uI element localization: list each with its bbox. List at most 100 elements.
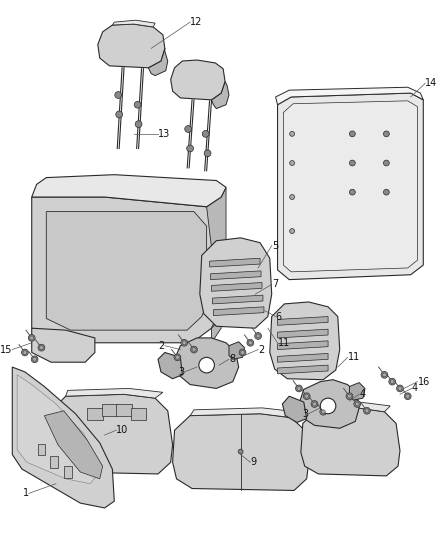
- Circle shape: [192, 348, 196, 352]
- Text: 13: 13: [158, 129, 170, 139]
- Polygon shape: [175, 338, 239, 389]
- Text: 8: 8: [229, 354, 235, 364]
- Text: 9: 9: [251, 457, 257, 467]
- Circle shape: [313, 402, 316, 406]
- Polygon shape: [278, 365, 328, 374]
- Circle shape: [381, 372, 388, 378]
- Circle shape: [204, 150, 211, 157]
- Circle shape: [182, 341, 186, 345]
- Polygon shape: [301, 408, 400, 476]
- Polygon shape: [98, 24, 165, 68]
- Text: 6: 6: [276, 312, 282, 321]
- Polygon shape: [283, 396, 307, 423]
- Circle shape: [202, 131, 209, 138]
- Circle shape: [115, 92, 122, 99]
- Circle shape: [297, 386, 301, 390]
- Circle shape: [187, 145, 194, 152]
- Polygon shape: [212, 295, 263, 304]
- Circle shape: [39, 346, 43, 350]
- Circle shape: [255, 333, 261, 340]
- Circle shape: [174, 354, 181, 361]
- Polygon shape: [48, 394, 173, 474]
- Polygon shape: [190, 408, 297, 417]
- Text: 3: 3: [178, 367, 184, 377]
- Circle shape: [290, 132, 294, 136]
- Polygon shape: [276, 87, 423, 104]
- Polygon shape: [278, 329, 328, 338]
- Circle shape: [33, 357, 37, 361]
- Polygon shape: [211, 271, 261, 280]
- Circle shape: [383, 160, 389, 166]
- Text: 12: 12: [190, 17, 202, 27]
- Circle shape: [365, 409, 369, 413]
- Polygon shape: [173, 414, 309, 490]
- Polygon shape: [278, 353, 328, 362]
- Polygon shape: [148, 49, 168, 76]
- Circle shape: [382, 373, 386, 377]
- Text: 2: 2: [258, 344, 265, 354]
- Circle shape: [116, 111, 123, 118]
- Polygon shape: [207, 187, 226, 343]
- Circle shape: [30, 336, 34, 340]
- Circle shape: [290, 195, 294, 199]
- Polygon shape: [316, 402, 390, 412]
- Polygon shape: [64, 466, 71, 478]
- Circle shape: [350, 189, 355, 195]
- Text: 14: 14: [425, 78, 438, 88]
- Text: 7: 7: [272, 279, 278, 289]
- Text: 16: 16: [417, 377, 430, 386]
- Polygon shape: [32, 328, 95, 362]
- Text: 3: 3: [303, 409, 309, 419]
- Polygon shape: [278, 317, 328, 325]
- Polygon shape: [278, 341, 328, 350]
- Circle shape: [303, 393, 310, 400]
- Circle shape: [290, 160, 294, 165]
- Polygon shape: [212, 282, 262, 291]
- Circle shape: [290, 229, 294, 233]
- Polygon shape: [213, 307, 264, 316]
- Polygon shape: [46, 212, 207, 330]
- Circle shape: [355, 402, 359, 406]
- Polygon shape: [116, 404, 132, 416]
- Circle shape: [398, 386, 402, 390]
- Text: 1: 1: [23, 488, 29, 498]
- Circle shape: [346, 393, 353, 400]
- Text: 4: 4: [359, 389, 365, 399]
- Circle shape: [238, 449, 243, 454]
- Circle shape: [383, 189, 389, 195]
- Circle shape: [390, 379, 394, 384]
- Circle shape: [406, 394, 410, 398]
- Polygon shape: [283, 101, 417, 272]
- Circle shape: [364, 407, 371, 414]
- Circle shape: [256, 334, 260, 338]
- Polygon shape: [299, 379, 359, 429]
- Polygon shape: [158, 352, 182, 379]
- Circle shape: [191, 346, 198, 353]
- Polygon shape: [200, 238, 272, 328]
- Polygon shape: [278, 93, 423, 280]
- Circle shape: [350, 131, 355, 137]
- Polygon shape: [171, 60, 225, 100]
- Polygon shape: [66, 389, 163, 398]
- Circle shape: [248, 341, 252, 345]
- Circle shape: [240, 351, 244, 354]
- Circle shape: [311, 401, 318, 407]
- Circle shape: [347, 394, 351, 398]
- Text: 10: 10: [116, 425, 128, 435]
- Circle shape: [320, 408, 327, 415]
- Polygon shape: [32, 175, 226, 207]
- Text: 11: 11: [347, 352, 360, 362]
- Polygon shape: [32, 197, 221, 343]
- Circle shape: [181, 340, 187, 346]
- Polygon shape: [102, 404, 117, 416]
- Circle shape: [320, 398, 336, 414]
- Text: 11: 11: [278, 338, 290, 348]
- Text: 4: 4: [412, 383, 418, 393]
- Text: 5: 5: [272, 240, 278, 251]
- Polygon shape: [113, 20, 155, 27]
- Circle shape: [239, 349, 246, 356]
- Circle shape: [135, 121, 142, 127]
- Polygon shape: [270, 302, 340, 379]
- Polygon shape: [212, 82, 229, 109]
- Circle shape: [31, 356, 38, 362]
